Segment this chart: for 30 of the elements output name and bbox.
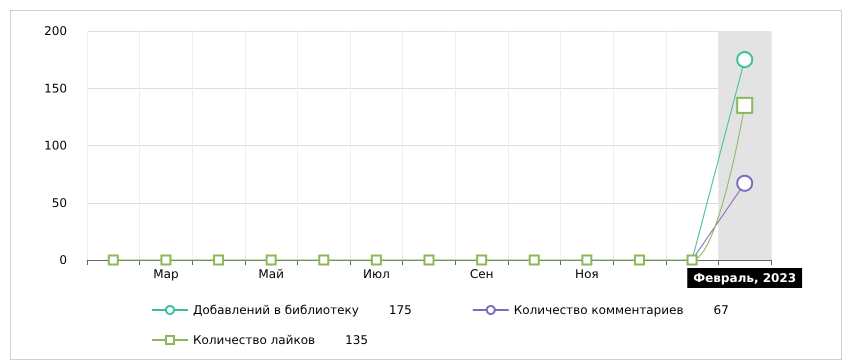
point bbox=[266, 254, 277, 266]
y-tick-label: 150 bbox=[44, 81, 67, 96]
text: 175 bbox=[388, 303, 412, 317]
point bbox=[736, 51, 754, 68]
legend-label: Количество комментариев bbox=[514, 303, 684, 317]
x-tick-label: Май bbox=[258, 267, 284, 281]
x-tick-label: Сен bbox=[470, 267, 494, 281]
point bbox=[424, 254, 434, 266]
legend-label: Количество лайков bbox=[193, 333, 316, 347]
text: 67 bbox=[714, 303, 729, 317]
x-tick-label: Июл bbox=[363, 267, 390, 281]
legend-label: Добавлений в библиотеку bbox=[193, 303, 359, 317]
point bbox=[581, 254, 592, 266]
point bbox=[528, 254, 540, 266]
y-tick-label: 0 bbox=[59, 253, 67, 267]
point bbox=[160, 254, 172, 266]
point bbox=[213, 254, 224, 266]
y-tick-label: 50 bbox=[52, 196, 67, 210]
point bbox=[736, 174, 754, 192]
point bbox=[108, 254, 119, 266]
point bbox=[634, 254, 645, 266]
x-tick-label: Февраль, 2023 bbox=[693, 271, 796, 285]
x-tick-label: Ноя bbox=[575, 267, 599, 281]
text: 135 bbox=[345, 333, 368, 347]
y-tick-label: 200 bbox=[44, 24, 67, 38]
point bbox=[476, 254, 488, 266]
point bbox=[370, 254, 382, 266]
y-tick-label: 100 bbox=[44, 138, 67, 152]
point bbox=[318, 254, 330, 266]
x-tick-label: Мар bbox=[153, 267, 179, 281]
